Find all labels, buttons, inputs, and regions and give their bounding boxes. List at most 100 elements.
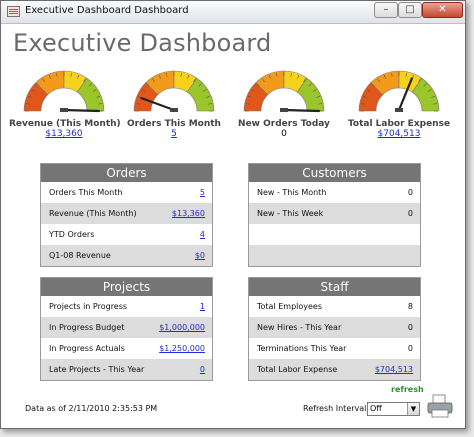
orders-row: Q1-08 Revenue $0: [41, 245, 212, 266]
staff-row: Terminations This Year 0: [257, 344, 413, 353]
gauge-tick: [31, 89, 36, 92]
gauge-tick: [366, 89, 371, 92]
gauge-tick: [193, 78, 196, 83]
gauge-label-new-orders: New Orders Today: [238, 119, 330, 129]
gauge-band: [186, 77, 215, 112]
gauge-needle: [282, 108, 321, 113]
gauge-band: [76, 77, 105, 112]
orders-row: Orders This Month 5: [41, 182, 212, 203]
page-title: Executive Dashboard: [13, 29, 272, 57]
gauge-tick: [77, 74, 80, 79]
minimize-button[interactable]: –: [374, 2, 398, 18]
gauge-tick: [268, 74, 271, 79]
gauge-tick: [290, 72, 292, 77]
revenue-gauge: [23, 70, 105, 113]
gauge-tick: [208, 103, 213, 105]
gauge-tick: [152, 78, 155, 83]
customers-row: [249, 224, 420, 245]
staff-row: Total Employees 8: [257, 302, 413, 311]
revenue-this-month-link[interactable]: $13,360: [171, 209, 205, 218]
gauge-tick: [391, 72, 393, 77]
gauge-tick: [276, 72, 278, 77]
projects-in-progress-link[interactable]: 1: [199, 302, 205, 311]
gauge-hub: [60, 108, 68, 112]
gauge-band: [411, 77, 440, 112]
new-orders-gauge: [243, 70, 325, 113]
gauge-tick: [27, 95, 32, 98]
gauge-tick: [377, 78, 380, 83]
gauge-tick: [88, 83, 92, 87]
gauge-tick: [141, 89, 146, 92]
gauge-tick: [180, 72, 182, 77]
gauge-tick: [303, 78, 306, 83]
gauge-tick: [36, 83, 40, 87]
gauge-tick: [198, 83, 202, 87]
gauge-needle: [140, 97, 176, 112]
gauge-tick: [146, 83, 150, 87]
staff-row: Total Labor Expense $704,513: [249, 359, 420, 380]
gauge-tick: [92, 89, 97, 92]
gauge-tick: [433, 103, 438, 105]
gauge-tick: [318, 103, 323, 105]
printer-icon[interactable]: [425, 394, 455, 418]
chevron-down-icon[interactable]: ▼: [407, 403, 419, 415]
late-projects-link[interactable]: 0: [199, 365, 205, 374]
gauge-tick: [427, 89, 432, 92]
app-icon: [7, 6, 20, 17]
close-button[interactable]: ✕: [422, 2, 463, 18]
gauge-tick: [245, 103, 250, 105]
gauge-tick: [316, 95, 321, 98]
customers-panel-title: Customers: [249, 164, 420, 182]
gauge-tick: [256, 83, 260, 87]
ytd-orders-link[interactable]: 4: [199, 230, 205, 239]
staff-panel: Staff Total Employees 8 New Hires - This …: [248, 277, 421, 381]
gauge-value-revenue-link[interactable]: $13,360: [45, 129, 83, 139]
gauge-tick: [423, 83, 427, 87]
gauge-tick: [308, 83, 312, 87]
gauge-value-new-orders: 0: [281, 129, 287, 139]
data-as-of-text: Data as of 2/11/2010 2:35:53 PM: [25, 404, 158, 413]
in-progress-actuals-link[interactable]: $1,250,000: [159, 344, 205, 353]
gauge-needle: [397, 77, 413, 112]
refresh-interval-value: Off: [370, 404, 382, 413]
customers-panel: Customers New - This Month 0 New - This W…: [248, 163, 421, 267]
labor-expense-gauge: [358, 70, 440, 112]
gauge-band: [296, 77, 325, 112]
gauge-label-orders: Orders This Month: [127, 119, 221, 129]
gauge-value-labor-expense-link[interactable]: $704,513: [377, 129, 421, 139]
title-bar[interactable]: Executive Dashboard Dashboard – □ ✕: [1, 1, 465, 24]
gauge-value-orders-link[interactable]: 5: [171, 129, 177, 139]
orders-row: Revenue (This Month) $13,360: [41, 203, 212, 224]
refresh-interval-select[interactable]: Off ▼: [367, 402, 420, 416]
in-progress-budget-link[interactable]: $1,000,000: [159, 323, 205, 332]
projects-row: In Progress Actuals $1,250,000: [41, 338, 212, 359]
gauge-tick: [297, 74, 300, 79]
q1-revenue-link[interactable]: $0: [194, 251, 205, 260]
customers-row: [249, 245, 420, 266]
maximize-button[interactable]: □: [398, 2, 422, 18]
gauge-needle: [62, 108, 101, 113]
gauge-tick: [312, 89, 317, 92]
refresh-link[interactable]: refresh: [391, 385, 424, 394]
gauge-tick: [431, 95, 436, 98]
gauge-tick: [83, 78, 86, 83]
gauge-tick: [25, 103, 30, 105]
projects-panel: Projects Projects in Progress 1 In Progre…: [40, 277, 213, 381]
customers-row: New - This Month 0: [257, 188, 413, 197]
projects-row: Late Projects - This Year 0: [41, 359, 212, 380]
gauge-tick: [362, 95, 367, 98]
orders-this-month-link[interactable]: 5: [199, 188, 205, 197]
gauge-tick: [247, 95, 252, 98]
orders-row: YTD Orders 4: [41, 224, 212, 245]
app-window: Executive Dashboard Dashboard – □ ✕ Exec…: [0, 0, 466, 429]
gauge-tick: [262, 78, 265, 83]
staff-labor-expense-link[interactable]: $704,513: [374, 365, 413, 374]
projects-row: Projects in Progress 1: [41, 296, 212, 317]
customers-row: New - This Week 0: [249, 203, 420, 224]
gauge-tick: [158, 74, 161, 79]
projects-panel-title: Projects: [41, 278, 212, 296]
orders-panel: Orders Orders This Month 5 Revenue (This …: [40, 163, 213, 267]
gauge-tick: [42, 78, 45, 83]
gauge-tick: [383, 74, 386, 79]
gauge-tick: [166, 72, 168, 77]
